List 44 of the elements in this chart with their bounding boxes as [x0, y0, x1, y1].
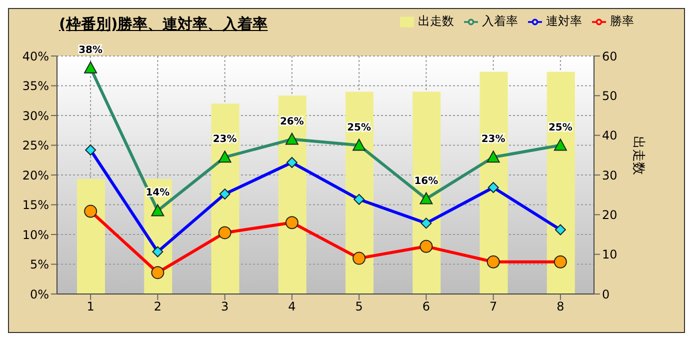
bar [278, 96, 306, 294]
bar [480, 72, 508, 294]
y-tick-label: 15% [22, 198, 49, 212]
bar [77, 178, 105, 294]
y2-axis-title: 出走数 [630, 136, 646, 175]
x-tick-label: 3 [220, 300, 229, 314]
y2-tick-label: 0 [602, 287, 610, 302]
data-label: 25% [548, 122, 572, 134]
y-tick-label: 0% [30, 287, 49, 302]
y-tick-label: 35% [22, 79, 49, 94]
x-tick-label: 2 [154, 300, 162, 314]
y-tick-label: 20% [22, 168, 49, 182]
data-label: 25% [347, 122, 372, 134]
bar [211, 104, 240, 294]
y-tick-label: 40% [22, 49, 49, 64]
bar [546, 72, 575, 294]
y-tick-label: 30% [22, 108, 49, 123]
data-label: 38% [78, 44, 103, 56]
x-tick-label: 6 [422, 300, 430, 314]
data-label: 23% [481, 134, 506, 146]
bar [412, 92, 441, 294]
x-tick-label: 5 [355, 300, 363, 314]
y2-tick-label: 20 [602, 208, 618, 222]
y2-tick-label: 50 [602, 88, 618, 103]
y-tick-label: 10% [22, 228, 49, 242]
data-label: 23% [212, 134, 237, 146]
y2-tick-label: 40 [602, 128, 618, 143]
bar [346, 92, 374, 294]
y-tick-label: 5% [30, 258, 49, 272]
chart-title: (枠番別)勝率、連対率、入着率 [59, 15, 268, 34]
legend-label: 連対率 [546, 14, 582, 28]
y2-tick-label: 10 [602, 248, 618, 262]
y2-tick-label: 30 [602, 168, 618, 182]
x-tick-label: 7 [489, 300, 498, 314]
y2-tick-label: 60 [602, 49, 618, 64]
legend-label: 勝率 [610, 14, 634, 28]
data-label: 16% [414, 176, 438, 187]
x-tick-label: 4 [288, 300, 296, 314]
legend-label: 出走数 [418, 14, 454, 28]
legend-label: 入着率 [482, 14, 518, 28]
data-label: 26% [280, 116, 304, 128]
x-tick-label: 1 [86, 300, 94, 314]
y-tick-label: 25% [22, 138, 49, 153]
x-tick-label: 8 [556, 300, 564, 314]
